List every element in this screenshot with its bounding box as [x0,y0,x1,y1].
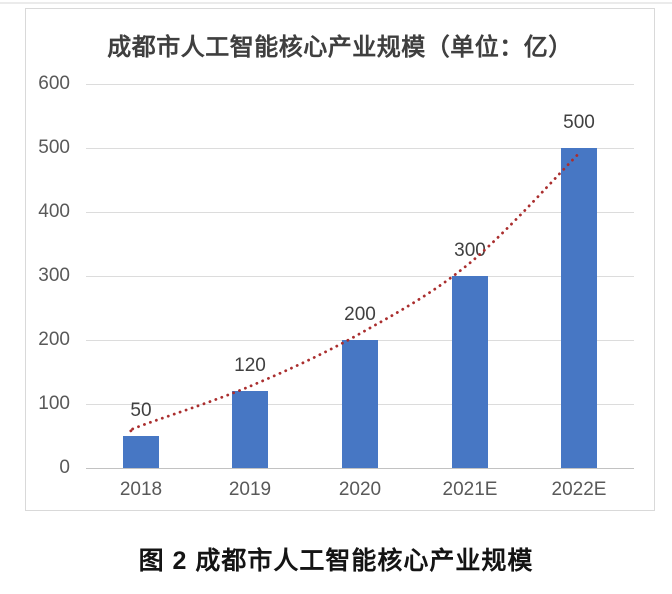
y-axis-tick-label: 600 [38,73,70,94]
y-axis-tick-label: 400 [38,201,70,222]
gridline [86,212,634,213]
bar-2020 [342,340,378,468]
gridline [86,276,634,277]
figure-caption: 图 2 成都市人工智能核心产业规模 [138,547,534,575]
x-axis-tick-label: 2019 [228,479,272,500]
gridline [86,148,634,149]
chart-title: 成都市人工智能核心产业规模（单位：亿） [107,34,573,61]
bar-value-label: 500 [563,112,595,133]
y-axis-tick-label: 0 [59,457,70,478]
bar-2022E [561,148,597,468]
gridline [86,84,634,85]
y-axis-tick-label: 200 [38,329,70,350]
bar-value-label: 120 [234,355,266,376]
bar-2021E [452,276,488,468]
bar-value-label: 50 [130,400,152,421]
bar-value-label: 200 [344,304,376,325]
y-axis-tick-label: 300 [38,265,70,286]
y-axis-tick-label: 500 [38,137,70,158]
bar-2019 [232,391,268,468]
bar-value-label: 300 [454,240,486,261]
x-axis-line [86,468,634,469]
chart-frame: 成都市人工智能核心产业规模（单位：亿） 0 100 200 300 400 500 600 5… [25,8,655,511]
x-axis-tick-label: 2020 [338,479,382,500]
y-axis-tick-label: 100 [38,393,70,414]
x-axis-tick-label: 2022E [551,479,607,500]
page-top-divider [0,2,672,4]
x-axis-tick-label: 2018 [119,479,163,500]
bar-2018 [123,436,159,468]
x-axis-tick-label: 2021E [442,479,498,500]
